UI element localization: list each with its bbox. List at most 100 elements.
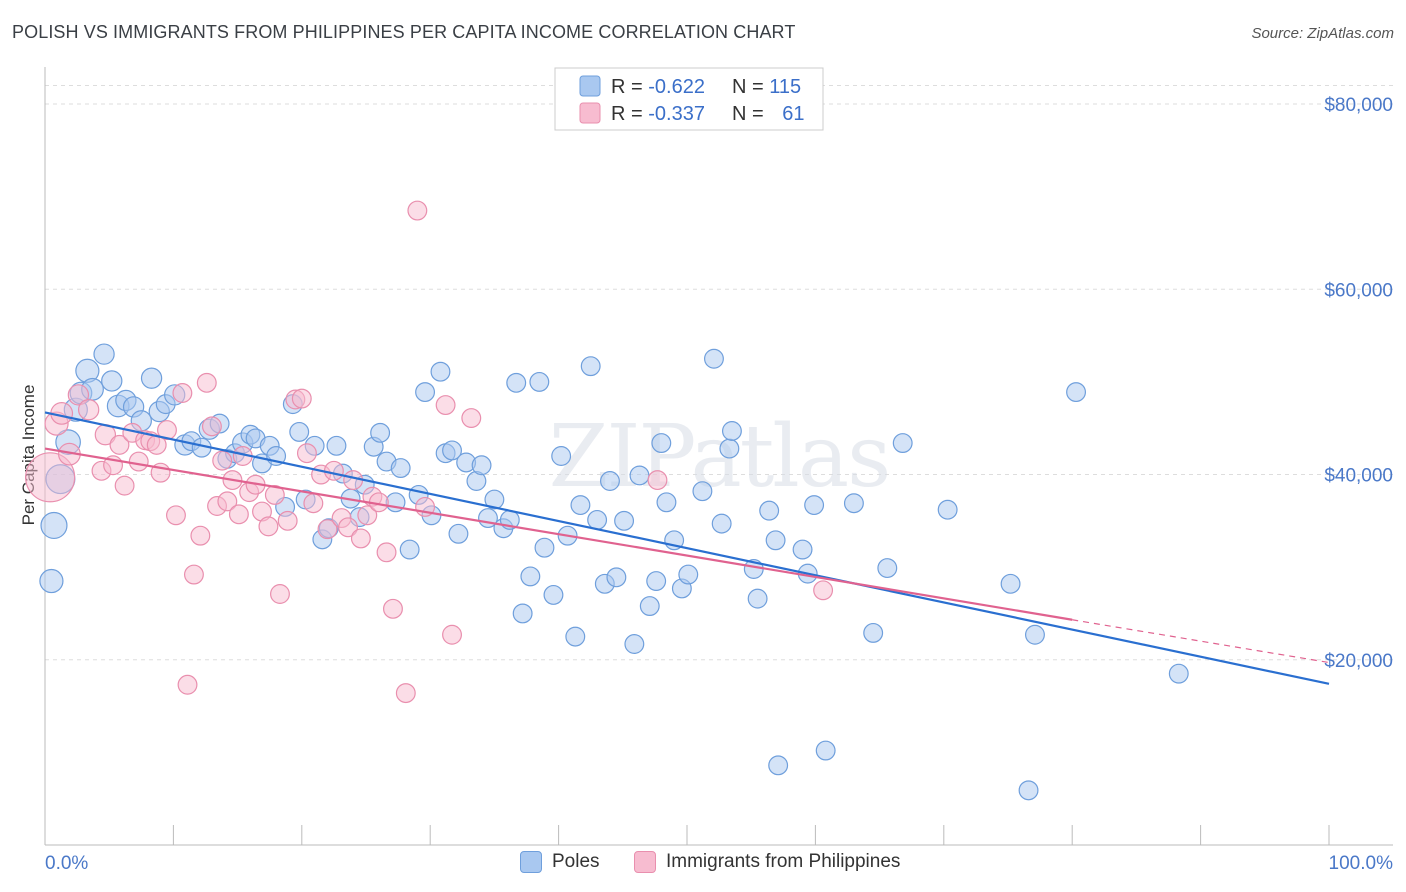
poles-point	[289, 421, 310, 442]
poles-point	[506, 372, 527, 393]
legend-r-value-philippines: -0.337	[648, 103, 705, 125]
legend-bottom: Poles Immigrants from Philippines	[0, 851, 1406, 879]
poles-point	[39, 568, 64, 594]
poles-point	[93, 343, 115, 365]
poles-point	[580, 356, 601, 377]
poles-point	[629, 465, 650, 486]
poles-point	[543, 584, 564, 605]
series-philippines-points	[25, 200, 834, 704]
philippines-point	[264, 484, 285, 505]
philippines-point	[338, 517, 358, 538]
legend-r-label-philippines: R =	[611, 103, 648, 125]
philippines-point	[395, 683, 416, 704]
grid-lines	[45, 85, 1393, 661]
poles-point	[747, 588, 768, 609]
legend-swatch-poles-bottom	[520, 851, 542, 873]
philippines-point	[407, 200, 428, 221]
poles-point	[639, 596, 660, 617]
chart-title: POLISH VS IMMIGRANTS FROM PHILIPPINES PE…	[12, 22, 796, 42]
poles-point	[1018, 780, 1039, 801]
x-tick-label-max: 100.0%	[1329, 853, 1394, 874]
philippines-point	[201, 416, 222, 437]
poles-point	[937, 499, 958, 520]
philippines-point	[277, 510, 298, 531]
philippines-point	[177, 674, 198, 695]
philippines-point	[183, 564, 204, 585]
legend-n-value-philippines: 61	[782, 103, 804, 125]
poles-point	[651, 433, 672, 453]
legend-n-value-poles: 115	[769, 76, 801, 98]
poles-point	[534, 537, 555, 558]
legend-n-label-philippines: N =	[732, 103, 769, 125]
svg-text:N = 115: N = 115	[732, 76, 801, 98]
svg-text:N = 61: N = 61	[732, 103, 805, 125]
trend-line-poles	[44, 411, 1330, 685]
philippines-point	[228, 504, 249, 525]
poles-point	[565, 626, 586, 647]
philippines-point	[270, 584, 290, 604]
poles-point	[863, 622, 884, 643]
philippines-point	[303, 493, 324, 514]
philippines-point	[172, 383, 193, 403]
poles-point	[711, 513, 732, 534]
legend-r-label-poles: R =	[611, 76, 648, 98]
legend-swatch-philippines	[579, 102, 601, 124]
philippines-point	[190, 525, 211, 546]
poles-point	[484, 489, 505, 510]
poles-point	[768, 755, 789, 776]
philippines-point	[647, 470, 668, 491]
philippines-point	[157, 420, 177, 441]
poles-point	[587, 509, 608, 530]
poles-point	[692, 481, 713, 502]
philippines-point	[109, 434, 130, 455]
poles-point	[390, 458, 411, 479]
poles-point	[529, 371, 550, 392]
poles-point	[448, 523, 469, 544]
poles-point	[1000, 573, 1021, 594]
poles-point	[678, 564, 699, 585]
philippines-point	[196, 372, 217, 393]
philippines-point	[376, 542, 397, 563]
poles-point	[843, 493, 864, 514]
legend-label-poles: Poles	[552, 851, 600, 872]
y-tick-label: $20,000	[1324, 651, 1393, 672]
poles-point	[370, 422, 391, 443]
philippines-point	[217, 491, 238, 512]
legend-label-philippines: Immigrants from Philippines	[666, 851, 901, 872]
legend-r-value-poles: -0.622	[648, 76, 705, 98]
legend-item-philippines[interactable]: Immigrants from Philippines	[634, 851, 900, 873]
poles-point	[792, 539, 813, 560]
poles-point	[520, 566, 541, 587]
svg-text:R = -0.337: R = -0.337	[611, 103, 705, 125]
poles-point	[471, 455, 492, 476]
philippines-point	[258, 516, 279, 537]
y-tick-label: $60,000	[1324, 280, 1393, 301]
philippines-point	[317, 519, 338, 540]
poles-point	[804, 495, 825, 516]
y-axis-title: Per Capita Income	[19, 385, 38, 526]
poles-point	[399, 539, 420, 560]
y-tick-label: $40,000	[1324, 466, 1393, 487]
philippines-point	[166, 505, 186, 526]
legend-n-label-poles: N =	[732, 76, 769, 98]
legend-top: R = -0.622 N = 115 R = -0.337 N = 61	[554, 67, 824, 131]
svg-text:R = -0.622: R = -0.622	[611, 76, 705, 98]
poles-point	[624, 634, 645, 654]
philippines-point	[67, 384, 90, 406]
poles-point	[600, 471, 620, 491]
poles-point	[140, 367, 163, 389]
poles-point	[656, 492, 677, 513]
philippines-point	[813, 580, 834, 601]
philippines-point	[296, 443, 317, 464]
philippines-point	[442, 624, 462, 645]
philippines-point	[350, 528, 371, 549]
philippines-point	[128, 451, 149, 472]
x-ticks	[44, 825, 1330, 845]
poles-point	[765, 530, 786, 551]
philippines-point	[291, 388, 312, 409]
source-credit: Source: ZipAtlas.com	[1251, 25, 1394, 42]
poles-point	[1168, 663, 1189, 684]
legend-item-poles[interactable]: Poles	[520, 851, 600, 873]
poles-point	[40, 511, 68, 540]
y-tick-labels: $20,000 $40,000 $60,000 $80,000	[1324, 95, 1393, 672]
